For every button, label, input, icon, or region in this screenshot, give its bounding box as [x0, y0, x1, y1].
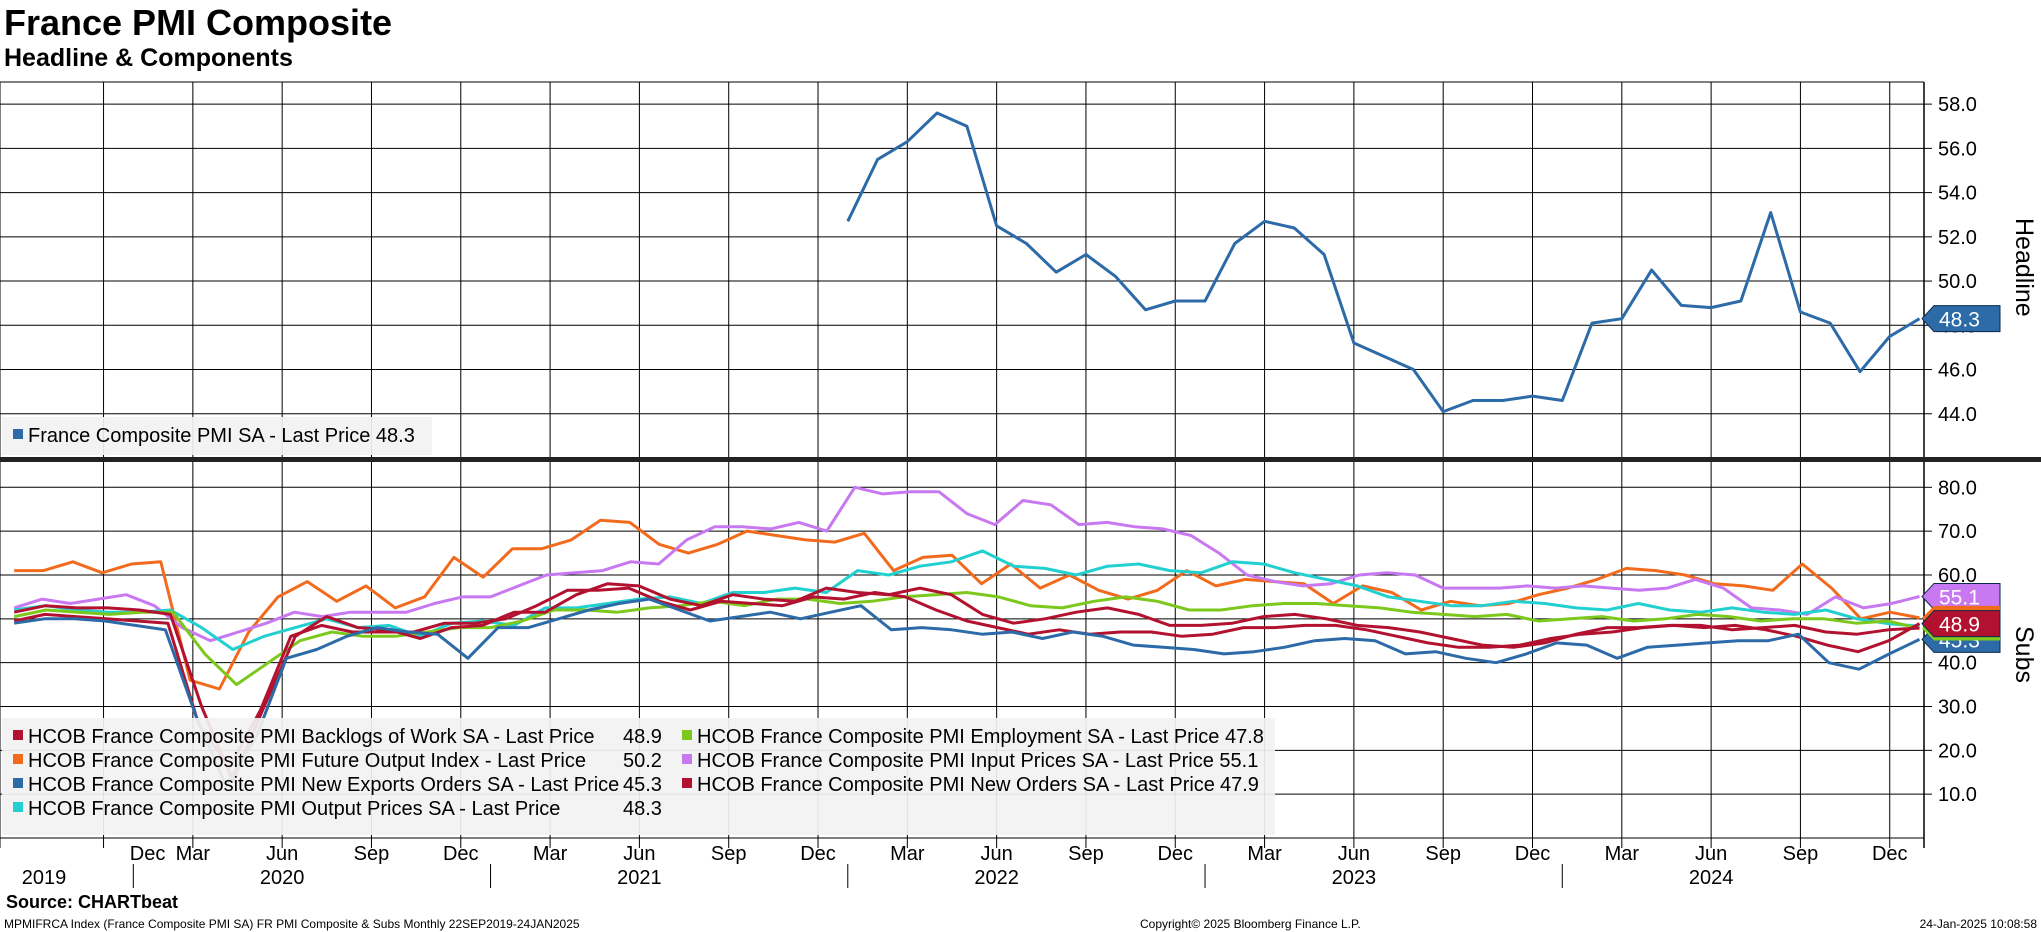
subs-ytick-label: 60.0	[1938, 565, 1977, 587]
legend-swatch	[13, 730, 23, 740]
subs-series-line	[13, 586, 1921, 770]
legend-swatch	[13, 754, 23, 764]
x-month-tick-label: Sep	[711, 843, 747, 865]
subs-series-line	[13, 549, 1920, 651]
x-month-tick-label: Sep	[1425, 843, 1461, 865]
input-prices-last-value-tag	[1921, 582, 2001, 610]
subs-axis-title: Subs	[2010, 626, 2038, 683]
headline-ytick-label: 52.0	[1938, 227, 1977, 249]
subs-ytick-label: 80.0	[1938, 477, 1977, 499]
subs-series-line	[13, 582, 1920, 783]
x-month-tick-label: Jun	[1695, 843, 1727, 865]
x-month-tick-label: Sep	[354, 843, 390, 865]
legend-entry: HCOB France Composite PMI Output Prices …	[28, 798, 560, 820]
legend-entry-value: 47.9	[1220, 774, 1259, 796]
legends: France Composite PMI SA - Last Price 48.…	[2, 417, 1275, 835]
subs-legend-box	[2, 718, 1275, 835]
headline-legend-box	[2, 417, 432, 455]
x-month-tick-label: Mar	[890, 843, 925, 865]
headline-ytick-label: 50.0	[1938, 271, 1977, 293]
x-year-label: 2019	[22, 867, 67, 889]
backlogs-last-value-tag	[1921, 610, 2001, 638]
legend-entry-value: 45.3	[623, 774, 662, 796]
subs-series-line	[13, 485, 1920, 643]
input-prices-last-value-tag-text: 55.1	[1939, 586, 1980, 609]
x-month-tick-label: Jun	[1338, 843, 1370, 865]
x-month-tick-label: Dec	[1872, 843, 1908, 865]
legend-swatch	[13, 778, 23, 788]
legend-entry: HCOB France Composite PMI New Exports Or…	[28, 774, 619, 796]
footer-copyright: Copyright© 2025 Bloomberg Finance L.P.	[1140, 917, 1361, 931]
subs-ytick-label: 70.0	[1938, 521, 1977, 543]
headline-ytick-label: 54.0	[1938, 183, 1977, 205]
subs-ytick-label: 40.0	[1938, 653, 1977, 675]
subs-ytick-label: 20.0	[1938, 740, 1977, 762]
legend-entry: HCOB France Composite PMI Future Output …	[28, 750, 586, 772]
source-note: Source: CHARTbeat	[6, 892, 179, 912]
legend-swatch	[682, 730, 692, 740]
headline-axis-title: Headline	[2010, 218, 2038, 317]
legend-entry: HCOB France Composite PMI New Orders SA …	[697, 774, 1215, 796]
x-month-tick-label: Sep	[1068, 843, 1104, 865]
x-year-label: 2021	[617, 867, 662, 889]
x-year-label: 2023	[1332, 867, 1377, 889]
axes: 58.056.054.052.050.048.046.044.080.070.0…	[0, 81, 2041, 889]
headline-ytick-label: 46.0	[1938, 360, 1977, 382]
x-month-tick-label: Dec	[800, 843, 836, 865]
legend-swatch	[13, 802, 23, 812]
x-year-label: 2022	[974, 867, 1019, 889]
legend-swatch	[682, 754, 692, 764]
last-value-tags: 48.355.145.348.9	[1921, 305, 2001, 653]
chart-title: France PMI Composite	[4, 2, 393, 43]
x-month-tick-label: Sep	[1783, 843, 1819, 865]
subs-series-line	[14, 518, 1920, 691]
subs-series-line	[13, 591, 1920, 687]
series-lines	[13, 111, 1921, 787]
x-month-tick-label: Dec	[130, 843, 166, 865]
headline-series-line	[846, 111, 1921, 414]
backlogs-last-value-tag-text: 48.9	[1939, 614, 1980, 637]
x-month-tick-label: Mar	[1247, 843, 1282, 865]
legend-swatch	[13, 429, 23, 439]
legend-entry-value: 50.2	[623, 750, 662, 772]
legend-swatch	[682, 778, 692, 788]
subs-series-line	[13, 597, 1921, 787]
footer-timestamp: 24-Jan-2025 10:08:58	[1919, 917, 2037, 931]
panel-separator	[0, 457, 2041, 462]
headline-last-value-tag	[1921, 305, 2001, 333]
headline-ytick-label: 58.0	[1938, 94, 1977, 116]
legend-entry: HCOB France Composite PMI Input Prices S…	[697, 750, 1258, 772]
x-month-tick-label: Jun	[623, 843, 655, 865]
x-month-tick-label: Dec	[1515, 843, 1551, 865]
legend-entry: HCOB France Composite PMI Backlogs of Wo…	[28, 726, 594, 748]
x-month-tick-label: Mar	[533, 843, 568, 865]
subs-ytick-label: 30.0	[1938, 696, 1977, 718]
subs-ytick-label: 10.0	[1938, 784, 1977, 806]
headline-last-value-tag-text: 48.3	[1939, 309, 1980, 332]
legend-entry: HCOB France Composite PMI Employment SA …	[697, 726, 1264, 748]
chart-subtitle: Headline & Components	[4, 44, 293, 72]
x-month-tick-label: Dec	[443, 843, 479, 865]
x-month-tick-label: Jun	[266, 843, 298, 865]
legend-entry-value: 48.3	[623, 798, 662, 820]
legend-entry: France Composite PMI SA - Last Price 48.…	[28, 425, 415, 447]
x-year-label: 2020	[260, 867, 305, 889]
x-month-tick-label: Jun	[981, 843, 1013, 865]
x-month-tick-label: Mar	[176, 843, 211, 865]
headline-ytick-label: 56.0	[1938, 138, 1977, 160]
x-year-label: 2024	[1689, 867, 1734, 889]
x-month-tick-label: Mar	[1605, 843, 1640, 865]
footer-index-description: MPMIFRCA Index (France Composite PMI SA)…	[4, 917, 580, 931]
legend-entry-value: 48.9	[623, 726, 662, 748]
headline-ytick-label: 44.0	[1938, 404, 1977, 426]
x-month-tick-label: Dec	[1157, 843, 1193, 865]
